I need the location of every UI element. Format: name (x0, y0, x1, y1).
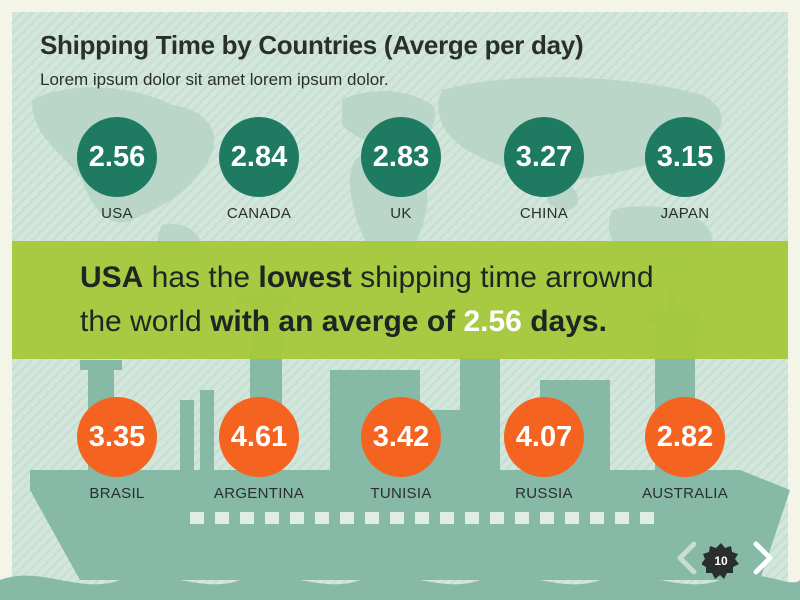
banner-emphasis: days. (521, 305, 607, 338)
chevron-left-icon[interactable] (672, 540, 702, 576)
page-badge-icon (702, 543, 739, 579)
value-circle: 4.07 (504, 397, 584, 477)
value-circle: 3.15 (645, 117, 725, 197)
chevron-right-icon[interactable] (748, 540, 778, 576)
stat-australia: 2.82 AUSTRALIA (625, 397, 745, 502)
highlight-banner (12, 241, 788, 359)
banner-value: 2.56 (463, 305, 522, 338)
stat-uk: 2.83 UK (341, 117, 461, 222)
banner-text-part: the world (80, 305, 211, 338)
banner-text-part: shipping time arrownd (351, 261, 654, 294)
page-number: 10 (714, 554, 728, 568)
value-circle: 3.27 (504, 117, 584, 197)
banner-emphasis: with an averge of (210, 305, 464, 338)
banner-country: USA (80, 261, 144, 294)
banner-text: USA has the lowest shipping time arrownd… (80, 256, 770, 344)
value-circle: 2.84 (219, 117, 299, 197)
stat-argentina: 4.61 ARGENTINA (199, 397, 319, 502)
banner-emphasis: lowest (258, 261, 352, 294)
country-label: CHINA (519, 205, 569, 222)
stat-japan: 3.15 JAPAN (625, 117, 745, 222)
country-label: CANADA (226, 205, 292, 222)
page-title: Shipping Time by Countries (Averge per d… (40, 30, 584, 60)
page-subtitle: Lorem ipsum dolor sit amet lorem ipsum d… (40, 70, 389, 89)
country-label: ARGENTINA (213, 485, 305, 502)
value-circle: 4.61 (219, 397, 299, 477)
stat-brasil: 3.35 BRASIL (57, 397, 177, 502)
country-label: TUNISIA (370, 485, 432, 502)
stat-usa: 2.56 USA (57, 117, 177, 222)
country-label: UK (390, 205, 412, 222)
country-label: USA (101, 205, 133, 222)
value-circle: 3.42 (361, 397, 441, 477)
value-circle: 2.82 (645, 397, 725, 477)
stat-russia: 4.07 RUSSIA (484, 397, 604, 502)
country-label: JAPAN (660, 205, 710, 222)
stat-canada: 2.84 CANADA (199, 117, 319, 222)
stat-china: 3.27 CHINA (484, 117, 604, 222)
banner-text-part: has the (143, 261, 259, 294)
value-circle: 2.56 (77, 117, 157, 197)
country-label: BRASIL (89, 485, 145, 502)
country-label: AUSTRALIA (641, 485, 729, 502)
value-circle: 3.35 (77, 397, 157, 477)
country-label: RUSSIA (515, 485, 573, 502)
stat-tunisia: 3.42 TUNISIA (341, 397, 461, 502)
value-circle: 2.83 (361, 117, 441, 197)
